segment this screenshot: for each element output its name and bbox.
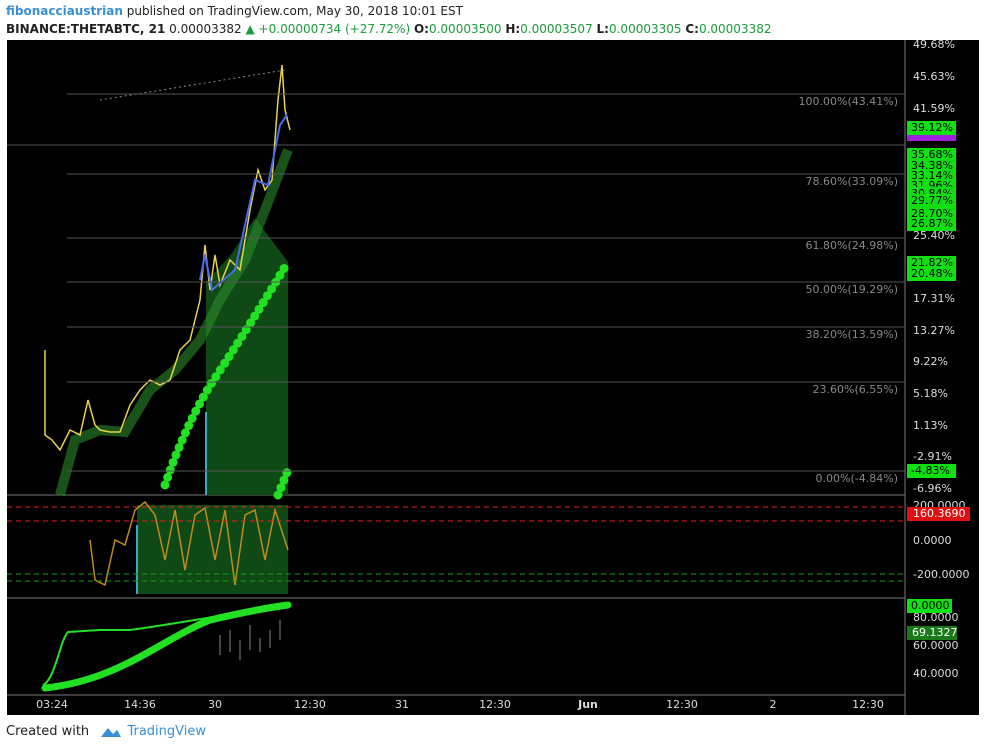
label: H: [505, 22, 521, 36]
badge-label: 35.68% [911, 148, 953, 161]
price-axis-label: -2.91% [913, 450, 952, 463]
value: 0.00003507 [520, 22, 593, 36]
badge-label: 34.38% [911, 159, 953, 172]
price-axis-label: 41.59% [913, 102, 955, 115]
badge-label: 26.87% [911, 217, 953, 230]
badge [907, 464, 956, 478]
badge [907, 507, 970, 521]
price-axis-label: -6.96% [913, 482, 952, 495]
badge-label: 29.77% [911, 194, 953, 207]
label: O: [413, 22, 429, 36]
badge [907, 217, 956, 231]
badge-label: 160.3690 [913, 507, 966, 520]
value: 0.00003305 [608, 22, 682, 36]
time-axis-label: 12:30 [666, 698, 698, 711]
badge [907, 256, 956, 270]
brand[interactable]: TradingView [127, 724, 206, 739]
time-axis-label: 03:24 [36, 698, 68, 711]
trend [99, 69, 286, 101]
author[interactable]: fibonacciaustrian [6, 4, 123, 18]
published: published on TradingView.com, May 30, 20… [126, 4, 463, 18]
created-with: Created with [6, 724, 90, 739]
price-axis-label: 13.27% [913, 324, 955, 337]
badge-label: 33.14% [911, 169, 953, 182]
badge [907, 148, 956, 162]
badge-label: -4.83% [911, 464, 950, 477]
value: 0.00003500 [428, 22, 502, 36]
symbol: BINANCE:THETABTC, 21 [6, 22, 166, 36]
time-axis-label: Jun [577, 698, 598, 711]
price-axis-label: 1.13% [913, 419, 948, 432]
osc-axis-label: -200.0000 [913, 568, 969, 581]
symbol-line: BINANCE:THETABTC, 21 0.00003382 ▲ +0.000… [6, 22, 771, 36]
time-axis-label: 14:36 [124, 698, 156, 711]
badge-label: 20.48% [911, 267, 953, 280]
chart-bg [7, 40, 979, 715]
fib-label: 78.60%(33.09%) [806, 175, 898, 188]
badge [907, 194, 956, 208]
chart: 100.00%(43.41%) 78.60%(33.09%) 61.80%(24.9… [7, 40, 979, 715]
price-axis-label: 9.22% [913, 355, 948, 368]
badge [907, 121, 956, 135]
time-axis-label: 12:30 [852, 698, 884, 711]
bottom-axis-label: 60.0000 [913, 639, 959, 652]
time-axis-label: 12:30 [479, 698, 511, 711]
dots [160, 257, 293, 490]
badge-label: 39.12% [911, 121, 953, 134]
badge [907, 599, 952, 613]
indicator-dots [41, 601, 292, 692]
price-axis-label: 5.18% [913, 387, 948, 400]
badge-label: 28.70% [911, 207, 953, 220]
fib-label: 38.20%(13.59%) [806, 328, 898, 341]
label: C: [685, 22, 699, 36]
badge [907, 267, 956, 281]
bottom-axis-label: 40.0000 [913, 667, 959, 680]
fib-label: 23.60%(6.55%) [813, 383, 898, 396]
time-axis-label: 30 [208, 698, 222, 711]
badge-label: 69.1327 [912, 626, 958, 639]
logo [101, 727, 122, 737]
price-axis-label: 25.40% [913, 229, 955, 242]
price-axis-label: 45.63% [913, 70, 955, 83]
header-line: fibonacciaustrian published on TradingVi… [6, 4, 463, 18]
badge-label: 21.82% [911, 256, 953, 269]
badge-label: 0.0000 [911, 599, 950, 612]
change: ▲ +0.00000734 (+27.72%) [245, 22, 411, 36]
dots [273, 465, 293, 500]
fib-label: 50.00%(19.29%) [806, 283, 898, 296]
price-axis-label: 17.31% [913, 292, 955, 305]
ribbon [55, 148, 293, 497]
fib-label: 100.00%(43.41%) [799, 95, 898, 108]
value: 0.00003382 [698, 22, 772, 36]
footer: Created with TradingView [6, 724, 206, 739]
badge [907, 626, 957, 640]
volume [219, 620, 281, 660]
price: 0.00003382 [169, 22, 242, 36]
fib-label: 0.00%(-4.84%) [816, 472, 898, 485]
time-axis-label: 31 [395, 698, 409, 711]
osc-line [89, 500, 289, 587]
bottom-axis-label: 80.0000 [913, 611, 959, 624]
time-axis-label: 2 [770, 698, 777, 711]
candles [199, 114, 288, 292]
color-badge [907, 135, 956, 141]
osc-axis-label: 0.0000 [913, 534, 952, 547]
fib-label: 61.80%(24.98%) [806, 239, 898, 252]
time-axis-label: 12:30 [294, 698, 326, 711]
price-axis-label: 49.68% [913, 40, 955, 51]
label: L: [596, 22, 609, 36]
